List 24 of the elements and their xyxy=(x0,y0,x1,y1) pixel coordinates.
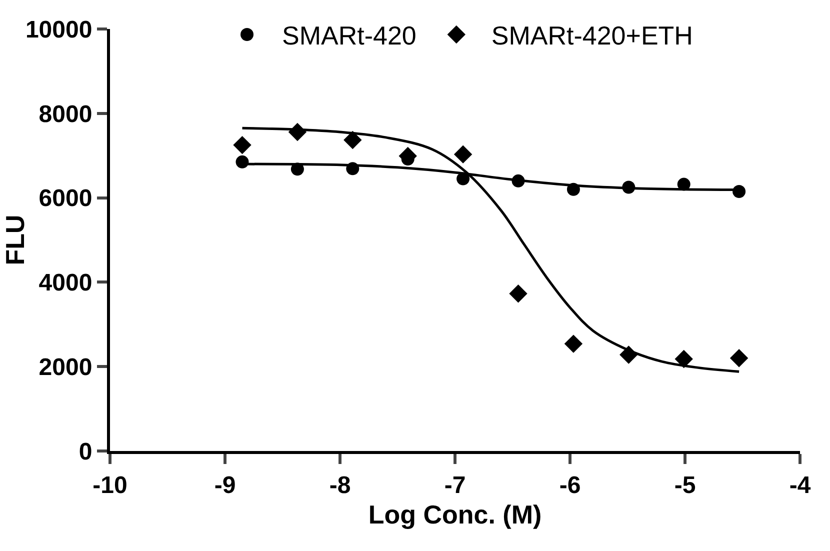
point xyxy=(509,284,528,303)
x-tick-label: -10 xyxy=(92,472,128,499)
y-tick-label: 2000 xyxy=(38,354,92,381)
legend-label: SMARt-420 xyxy=(282,20,416,51)
point xyxy=(233,136,252,154)
y-tick-label: 8000 xyxy=(38,100,92,128)
x-tick-label: -9 xyxy=(214,472,236,499)
point xyxy=(454,145,472,164)
x-axis-title: Log Conc. (M) xyxy=(368,500,542,530)
x-tick-label: -8 xyxy=(329,472,351,499)
y-axis-title: FLU xyxy=(0,214,30,266)
x-tick-label: -5 xyxy=(674,472,696,499)
point xyxy=(730,349,748,368)
y-tick-label: 4000 xyxy=(38,270,92,297)
point xyxy=(564,334,583,353)
x-tick-label: -6 xyxy=(559,472,581,499)
legend-label: SMARt-420+ETH xyxy=(491,20,693,51)
y-tick-label: 6000 xyxy=(38,185,92,212)
y-tick-label: 10000 xyxy=(25,16,92,44)
x-tick-label: -7 xyxy=(444,472,466,499)
y-tick-label: 0 xyxy=(78,438,92,466)
point xyxy=(344,130,362,150)
point xyxy=(674,350,693,368)
x-tick-label: -4 xyxy=(789,472,812,499)
